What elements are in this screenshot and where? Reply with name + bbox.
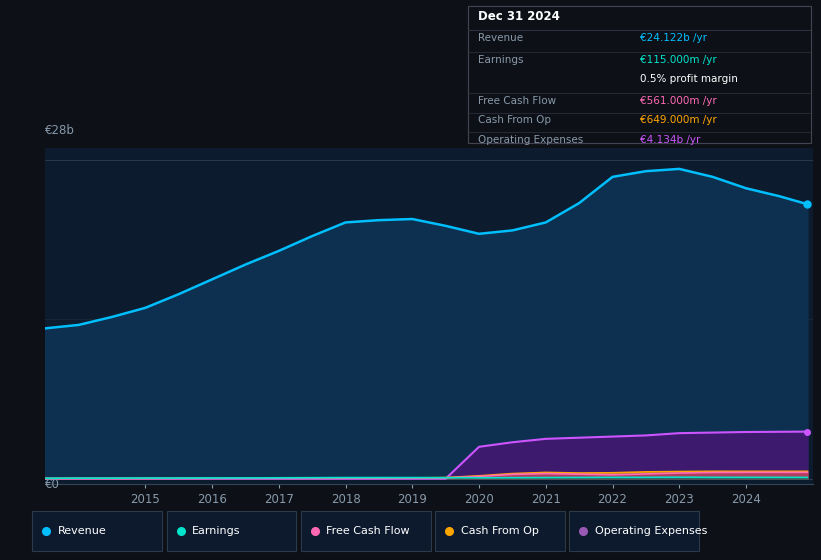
FancyBboxPatch shape xyxy=(301,511,430,550)
Text: Revenue: Revenue xyxy=(57,526,107,535)
Text: Operating Expenses: Operating Expenses xyxy=(595,526,708,535)
Text: Cash From Op: Cash From Op xyxy=(479,115,551,125)
FancyBboxPatch shape xyxy=(570,511,699,550)
Text: Cash From Op: Cash From Op xyxy=(461,526,539,535)
FancyBboxPatch shape xyxy=(32,511,162,550)
Text: €24.122b /yr: €24.122b /yr xyxy=(640,33,707,43)
Text: Earnings: Earnings xyxy=(479,55,524,65)
Text: €4.134b /yr: €4.134b /yr xyxy=(640,134,700,144)
Text: 0.5% profit margin: 0.5% profit margin xyxy=(640,74,737,84)
Text: €28b: €28b xyxy=(45,124,75,137)
Text: Dec 31 2024: Dec 31 2024 xyxy=(479,10,560,23)
FancyBboxPatch shape xyxy=(435,511,565,550)
Text: €0: €0 xyxy=(45,478,60,491)
Text: Free Cash Flow: Free Cash Flow xyxy=(479,96,557,106)
Text: €561.000m /yr: €561.000m /yr xyxy=(640,96,716,106)
Text: €115.000m /yr: €115.000m /yr xyxy=(640,55,716,65)
FancyBboxPatch shape xyxy=(167,511,296,550)
Text: Earnings: Earnings xyxy=(192,526,241,535)
Text: Operating Expenses: Operating Expenses xyxy=(479,134,584,144)
Text: €649.000m /yr: €649.000m /yr xyxy=(640,115,716,125)
Text: Revenue: Revenue xyxy=(479,33,524,43)
Text: Free Cash Flow: Free Cash Flow xyxy=(327,526,410,535)
